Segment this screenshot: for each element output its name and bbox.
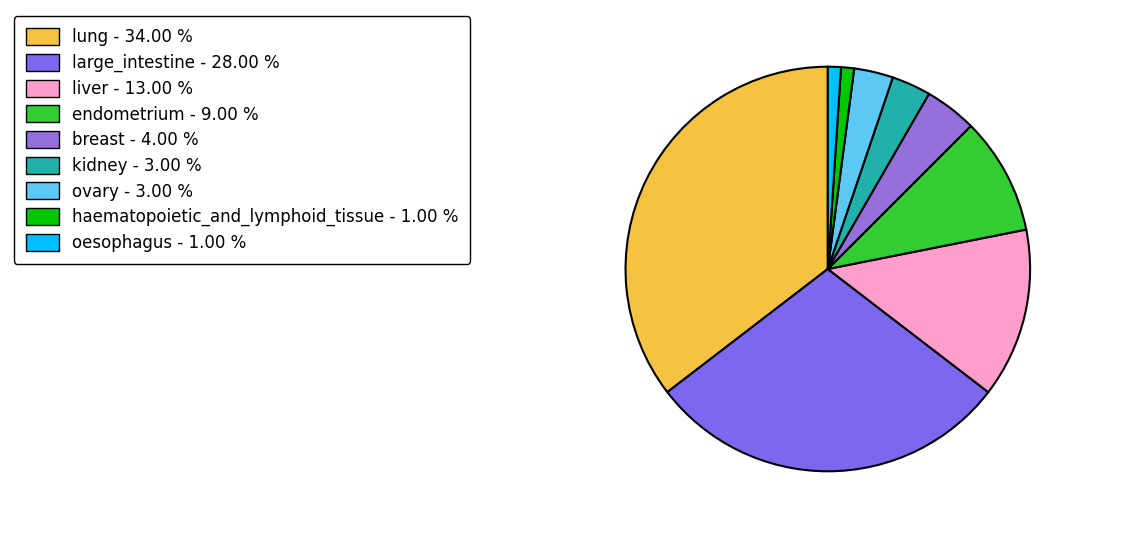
Wedge shape — [828, 77, 929, 269]
Wedge shape — [828, 230, 1030, 392]
Wedge shape — [828, 94, 971, 269]
Wedge shape — [828, 68, 892, 269]
Wedge shape — [828, 126, 1026, 269]
Wedge shape — [828, 67, 841, 269]
Wedge shape — [626, 67, 828, 392]
Legend: lung - 34.00 %, large_intestine - 28.00 %, liver - 13.00 %, endometrium - 9.00 %: lung - 34.00 %, large_intestine - 28.00 … — [14, 16, 471, 264]
Wedge shape — [828, 67, 854, 269]
Wedge shape — [667, 269, 989, 471]
